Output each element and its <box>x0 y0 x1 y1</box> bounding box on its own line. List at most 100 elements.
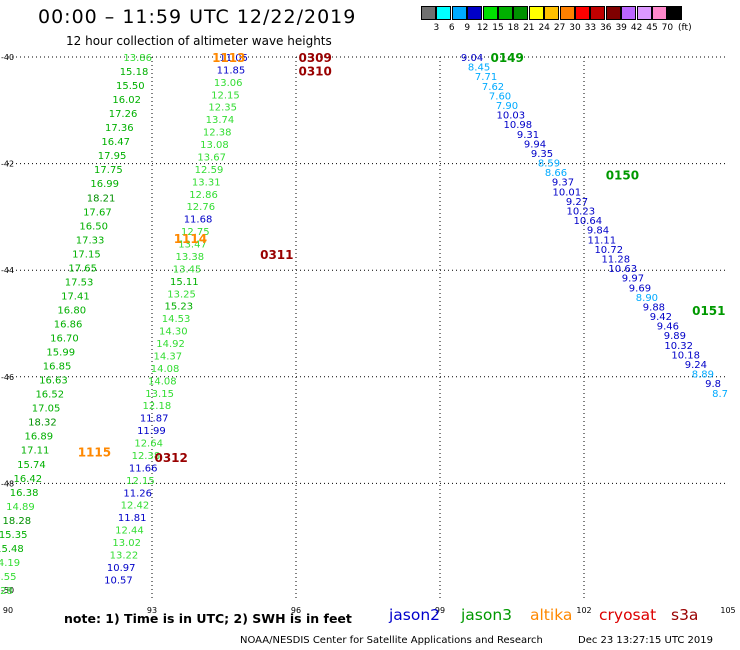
swh-value: 13.47 <box>178 240 207 251</box>
color-scale-label: 30 <box>569 23 581 33</box>
generated-timestamp: Dec 23 13:27:15 UTC 2019 <box>578 635 713 646</box>
swh-value: 10.32 <box>664 341 693 352</box>
color-swatch <box>498 6 513 20</box>
lon-label: 99 <box>435 606 445 615</box>
swh-value: 11.66 <box>129 463 158 474</box>
swh-value: 16.85 <box>43 362 72 373</box>
swh-value: 8.7 <box>712 389 728 400</box>
swh-value: 16.70 <box>50 334 79 345</box>
swh-value: 12.86 <box>189 190 218 201</box>
swh-value: 13.38 <box>175 252 204 263</box>
swh-value: 12.75 <box>181 227 210 238</box>
swh-value: 18.32 <box>28 418 57 429</box>
swh-value: 13.08 <box>200 140 229 151</box>
swh-value: 10.23 <box>566 207 595 218</box>
color-swatch <box>575 6 590 20</box>
footer-note: note: 1) Time is in UTC; 2) SWH is in fe… <box>64 611 352 626</box>
swh-value: 17.36 <box>105 123 134 134</box>
swh-value: 18.21 <box>87 193 116 204</box>
lat-label: -42 <box>1 160 14 169</box>
color-swatch <box>652 6 667 20</box>
swh-value: 9.24 <box>685 360 707 371</box>
swh-value: 13.74 <box>206 115 235 126</box>
color-swatch <box>436 6 452 20</box>
swh-value: 15.50 <box>116 81 145 92</box>
swh-value: 12.59 <box>195 165 224 176</box>
pass-label: 0150 <box>606 168 639 182</box>
swh-value: 13.02 <box>112 538 141 549</box>
pass-label: 1114 <box>174 232 207 246</box>
swh-value: 9.88 <box>643 302 665 313</box>
swh-value: 16.02 <box>112 95 141 106</box>
color-scale-unit: (ft) <box>678 23 692 33</box>
swh-value: 7.71 <box>475 72 497 83</box>
swh-value: 12.38 <box>132 451 161 462</box>
lon-label: 102 <box>576 606 591 615</box>
swh-value: 11.99 <box>137 426 166 437</box>
swh-value: 16.99 <box>90 179 119 190</box>
swh-value: 17.26 <box>109 109 138 120</box>
swh-value: 14.08 <box>151 364 180 375</box>
swh-value: 14.08 <box>148 376 177 387</box>
color-scale-label: 18 <box>507 23 520 33</box>
swh-value: 9.31 <box>517 130 539 141</box>
lat-label: -50 <box>1 586 14 595</box>
color-swatch <box>528 6 544 20</box>
swh-value: 16.50 <box>79 221 108 232</box>
swh-value: 9.42 <box>650 312 672 323</box>
swh-value: 10.18 <box>671 350 700 361</box>
swh-value: 17.11 <box>21 446 50 457</box>
color-scale-label: 45 <box>646 23 658 33</box>
lat-label: -48 <box>1 479 14 488</box>
color-scale-label: 36 <box>600 23 612 33</box>
swh-value: 13.86 <box>123 53 152 64</box>
swh-value: 10.72 <box>594 245 623 256</box>
swh-value: 8.89 <box>692 370 714 381</box>
swh-value: 9.35 <box>531 149 553 160</box>
swh-value: 17.95 <box>98 151 127 162</box>
swh-value: 18.28 <box>2 516 31 527</box>
satellite-name-jason3: jason3 <box>461 606 513 624</box>
color-scale-label: 70 <box>661 23 674 33</box>
swh-value: 9.46 <box>657 322 679 333</box>
swh-value: 12.15 <box>126 476 155 487</box>
swh-value: 10.57 <box>104 575 133 586</box>
swh-value: 11.68 <box>184 215 213 226</box>
swh-value: 10.64 <box>573 216 602 227</box>
color-scale-label: 6 <box>448 23 455 33</box>
swh-value: 14.53 <box>162 314 191 325</box>
color-swatch <box>621 6 637 20</box>
pass-label: 0310 <box>298 64 331 78</box>
swh-value: 12.18 <box>143 401 172 412</box>
lon-label: 93 <box>147 606 157 615</box>
swh-value: 11.81 <box>118 513 147 524</box>
swh-value: 15.11 <box>170 277 199 288</box>
lon-label: 105 <box>720 606 735 615</box>
swh-value: 15.99 <box>46 348 75 359</box>
swh-value: 17.65 <box>68 263 97 274</box>
swh-value: 17.75 <box>94 165 123 176</box>
color-swatch <box>513 6 529 20</box>
swh-value: 17.33 <box>76 235 105 246</box>
swh-value: 8.59 <box>538 159 560 170</box>
swh-value: 11.85 <box>217 65 246 76</box>
color-scale-label: 15 <box>492 23 504 33</box>
swh-value: 16.89 <box>24 432 53 443</box>
color-swatch <box>559 6 575 20</box>
swh-value: 9.27 <box>566 197 588 208</box>
color-swatch <box>544 6 560 20</box>
lon-label: 96 <box>291 606 301 615</box>
lat-label: -40 <box>1 53 14 62</box>
color-swatch <box>421 6 436 20</box>
swh-value: 12.64 <box>134 439 163 450</box>
swh-value: 15.35 <box>0 530 27 541</box>
swh-value: 7.62 <box>482 82 504 93</box>
swh-value: 14.37 <box>154 351 183 362</box>
swh-value: 11.26 <box>123 488 152 499</box>
swh-value: 16.52 <box>35 390 64 401</box>
swh-value: 9.84 <box>587 226 609 237</box>
satellite-name-cryosat: cryosat <box>599 606 657 624</box>
color-scale-label: 27 <box>553 23 566 33</box>
swh-value: 17.67 <box>83 207 112 218</box>
swh-value: 10.03 <box>497 111 526 122</box>
